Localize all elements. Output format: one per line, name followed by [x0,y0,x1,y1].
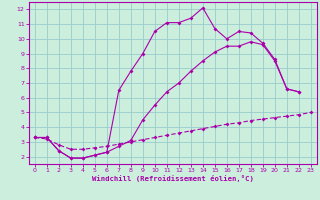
X-axis label: Windchill (Refroidissement éolien,°C): Windchill (Refroidissement éolien,°C) [92,175,254,182]
